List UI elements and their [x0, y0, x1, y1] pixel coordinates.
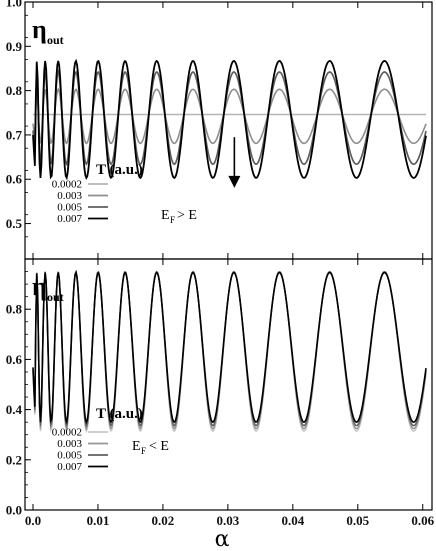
bottom-y-tick-label: 0.8 — [6, 302, 23, 317]
bottom-legend-entry-label: 0.0002 — [52, 427, 82, 439]
bottom-panel: 0.0 0.2 0.4 0.6 0.8 0.0 0.01 0.02 0.03 0.04 0.05 0.… — [6, 258, 435, 551]
bottom-y-tick-label: 0.0 — [6, 503, 22, 518]
x-tick-label: 0.02 — [152, 513, 175, 528]
top-legend-entry-label: 0.005 — [57, 202, 82, 214]
top-series-line-2 — [32, 68, 427, 167]
top-y-axis-label-subscript: out — [47, 33, 64, 47]
x-tick-label: 0.06 — [411, 513, 434, 528]
bottom-condition-main: E — [132, 439, 141, 454]
x-tick-label: 0.0 — [25, 513, 41, 528]
temperature-arrow-head — [228, 175, 241, 188]
top-y-tick-label: 0.8 — [6, 83, 23, 98]
top-legend-entry-label: 0.003 — [57, 190, 82, 202]
top-y-tick-label: 0.5 — [6, 216, 23, 231]
top-condition-main: E — [161, 208, 170, 223]
top-legend-entry-label: 0.0002 — [52, 179, 82, 191]
top-panel: 0.5 0.6 0.7 0.8 0.9 1.0 η out T (a.u.) 0.0002… — [6, 0, 433, 260]
top-y-tick-label: 0.9 — [6, 39, 23, 54]
bottom-y-tick-label: 0.6 — [6, 352, 23, 367]
top-series-line-3 — [32, 58, 427, 181]
bottom-y-tick-label: 0.2 — [6, 452, 22, 467]
bottom-legend-entry-label: 0.003 — [57, 438, 82, 450]
top-condition-annotation: E F > E — [161, 208, 197, 225]
bottom-series-line-3 — [32, 270, 427, 425]
top-legend-title: T (a.u.) — [96, 162, 143, 178]
x-axis-label: α — [215, 527, 230, 551]
top-series-line-1 — [32, 87, 427, 145]
top-y-tick-label: 1.0 — [6, 0, 22, 10]
bottom-legend-title: T (a.u.) — [96, 406, 143, 422]
bottom-y-axis-label: η — [32, 272, 47, 301]
top-condition-rest: > E — [177, 208, 197, 223]
bottom-legend-entry-label: 0.007 — [57, 461, 82, 473]
bottom-y-tick-label: 0.4 — [6, 402, 23, 417]
x-tick-label: 0.01 — [87, 513, 110, 528]
top-y-tick-label: 0.7 — [6, 127, 23, 142]
x-tick-label: 0.05 — [346, 513, 369, 528]
bottom-condition-rest: < E — [149, 439, 169, 454]
top-legend-entry-label: 0.007 — [57, 213, 82, 225]
bottom-condition-annotation: E F < E — [132, 439, 169, 456]
top-y-tick-label: 0.6 — [6, 172, 23, 187]
x-tick-label: 0.04 — [281, 513, 304, 528]
bottom-y-axis-label-subscript: out — [47, 290, 64, 304]
bottom-condition-subscript: F — [141, 446, 146, 456]
top-condition-subscript: F — [170, 215, 175, 225]
bottom-legend-entry-label: 0.005 — [57, 450, 82, 462]
top-y-axis-label: η — [32, 15, 47, 44]
x-tick-label: 0.03 — [217, 513, 240, 528]
